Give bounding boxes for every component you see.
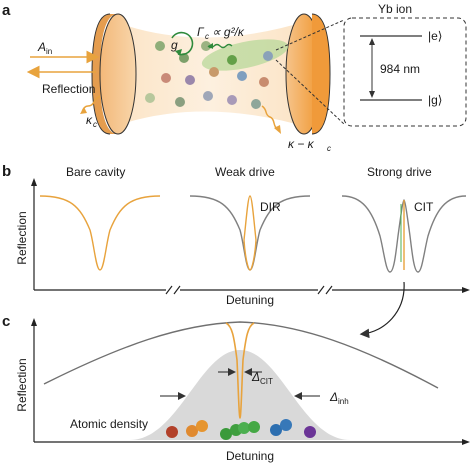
panel-label-c: c <box>2 313 10 330</box>
atom <box>238 422 250 434</box>
loss-label: κ − κ <box>288 137 315 151</box>
loss-wave <box>261 105 279 130</box>
atom <box>248 421 260 433</box>
panel-b-xlabel: Detuning <box>226 293 274 307</box>
atom <box>203 91 213 101</box>
atom <box>209 67 219 77</box>
kappa-c-label: κ <box>86 113 93 127</box>
atomic-density-shape <box>130 350 350 440</box>
panel-c-ylabel: Reflection <box>15 358 29 411</box>
excited-state-label: |e⟩ <box>428 29 442 43</box>
cavity-atoms <box>145 41 273 109</box>
atom <box>227 55 237 65</box>
atom <box>185 75 195 85</box>
input-subscript: in <box>46 47 52 56</box>
title-strong-drive: Strong drive <box>367 165 432 179</box>
cit-label: CIT <box>414 200 434 214</box>
left-mirror <box>91 13 137 135</box>
gamma-subscript: c <box>205 32 209 41</box>
broad-reflection-curve <box>43 321 439 389</box>
weak-drive-dir <box>243 195 257 271</box>
atom <box>263 51 273 61</box>
weak-drive-curve <box>189 195 311 271</box>
zoom-line-bottom <box>275 59 345 125</box>
title-weak-drive: Weak drive <box>215 165 275 179</box>
dir-label: DIR <box>260 200 281 214</box>
kappa-c-wave <box>81 95 101 113</box>
panel-label-b: b <box>2 163 11 180</box>
delta-inh-label: Δ <box>329 390 338 404</box>
bare-cavity-curve <box>39 195 161 271</box>
reflection-label-a: Reflection <box>42 82 95 96</box>
delta-cit-label: Δ <box>251 370 260 384</box>
atom <box>304 426 316 438</box>
right-mirror <box>285 13 331 135</box>
atom <box>280 419 292 431</box>
panel-c-axes <box>31 318 470 445</box>
atom <box>145 93 155 103</box>
ion-highlight <box>201 39 289 71</box>
zoom-line-top <box>275 19 345 51</box>
loss-subscript: c <box>327 144 331 153</box>
atom <box>251 99 261 109</box>
atom <box>161 73 171 83</box>
title-bare-cavity: Bare cavity <box>66 165 125 179</box>
atom <box>179 53 189 63</box>
panel-b-axes <box>31 178 470 295</box>
panel-c-xlabel: Detuning <box>226 449 274 463</box>
zoom-arrow <box>359 281 405 339</box>
atomic-density-label: Atomic density <box>70 417 148 431</box>
kappa-c-subscript: c <box>93 120 97 129</box>
atom <box>237 71 247 81</box>
atom <box>166 426 178 438</box>
gamma-relation: ∝ g²/κ <box>212 25 245 39</box>
atom <box>270 424 282 436</box>
atom <box>259 77 269 87</box>
atom <box>227 95 237 105</box>
atom <box>220 428 232 440</box>
wavelength-label: 984 nm <box>380 62 420 76</box>
delta-inh-subscript: inh <box>338 397 349 406</box>
ion-title: Yb ion <box>378 2 412 16</box>
cit-dip-curve <box>225 322 255 419</box>
panel-b-ylabel: Reflection <box>15 211 29 264</box>
gamma-symbol: Γ <box>197 25 205 39</box>
atom <box>175 97 185 107</box>
atom <box>196 420 208 432</box>
atom <box>186 425 198 437</box>
coupling-arrow <box>171 31 194 56</box>
input-label: A <box>37 40 46 54</box>
density-atoms <box>166 419 316 440</box>
ground-state-label: |g⟩ <box>428 93 442 107</box>
delta-cit-subscript: CIT <box>260 377 273 386</box>
coupling-label: g <box>171 38 178 52</box>
atom <box>201 41 211 51</box>
ion-level-box <box>343 17 467 127</box>
atom <box>155 41 165 51</box>
panel-label-a: a <box>2 2 11 19</box>
